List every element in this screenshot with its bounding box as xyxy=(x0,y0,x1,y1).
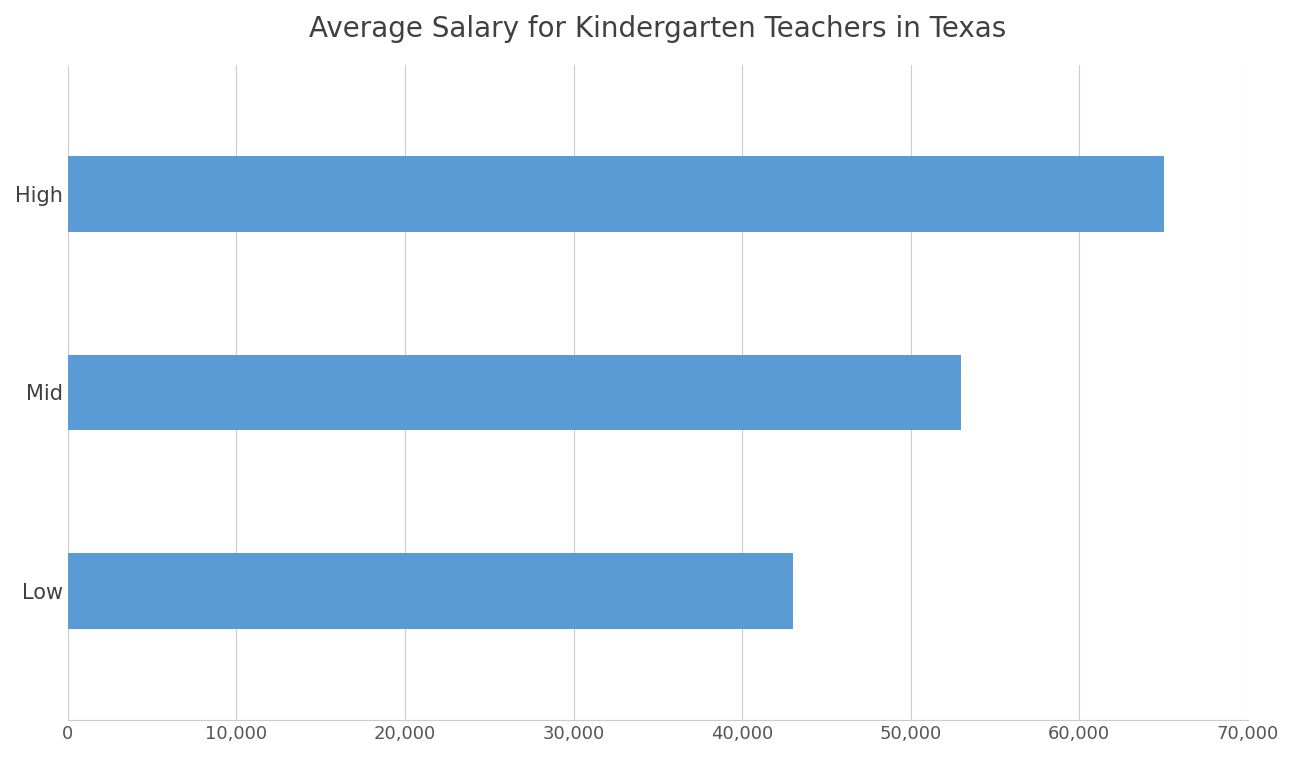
Title: Average Salary for Kindergarten Teachers in Texas: Average Salary for Kindergarten Teachers… xyxy=(309,15,1007,43)
Bar xyxy=(67,355,961,431)
Bar xyxy=(67,553,793,629)
Bar xyxy=(67,156,1163,232)
